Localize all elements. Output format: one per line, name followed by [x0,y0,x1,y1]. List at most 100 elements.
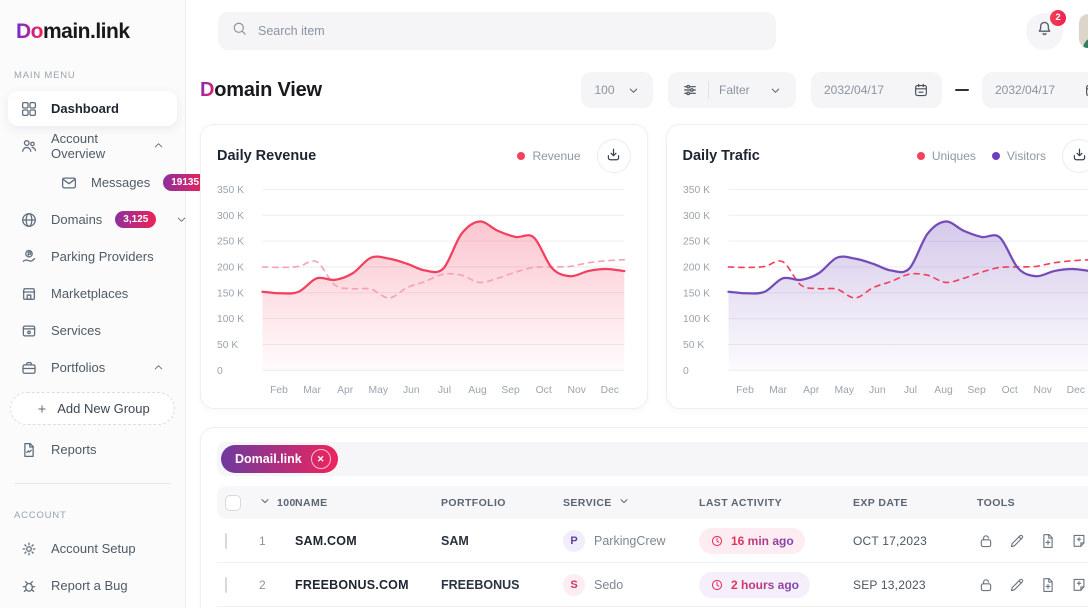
lock-icon[interactable] [977,576,995,594]
svg-text:Aug: Aug [934,385,953,396]
svg-text:Jun: Jun [869,385,886,396]
legend-label: Revenue [532,149,581,163]
avatar[interactable] [1079,14,1088,48]
exp-date: OCT 17,2023 [853,533,928,548]
sidebar-item-portfolios[interactable]: Portfolios [8,350,177,385]
sidebar-item-add-new-group[interactable]: Add New Group [10,392,175,425]
svg-text:350 K: 350 K [217,185,244,196]
filter-divider [708,81,709,99]
daily-revenue-chart: 350 K 300 K 250 K 200 K 150 K 100 K 50 K 0 Feb Ma… [217,177,631,400]
sidebar-item-label: Reports [51,442,97,457]
date-to-picker[interactable]: 2032/04/17 [982,72,1088,108]
last-activity-text: 2 hours ago [731,577,800,592]
column-header-last-activity: LAST ACTIVITY [699,496,782,509]
date-from-value: 2032/04/17 [824,83,885,97]
column-header-exp-date: EXP DATE [853,496,908,509]
sidebar-item-dashboard[interactable]: Dashboard [8,91,177,126]
chevron-down-icon [259,495,271,510]
page-size-select[interactable]: 100 [581,72,653,108]
svg-text:200 K: 200 K [683,263,710,274]
svg-text:May: May [834,385,854,396]
legend-label: Visitors [1006,149,1046,163]
chevron-down-icon [618,495,630,510]
sidebar-item-reports[interactable]: Reports [8,432,177,467]
copy-plus-icon[interactable] [1070,532,1088,550]
chart-plot: 350 K 300 K 250 K 200 K 150 K 100 K 50 K 0 Feb Ma… [217,185,626,396]
sidebar-item-label: Account Setup [51,541,136,556]
table-header: 100 NAME PORTFOLIO SERVICE LAST ACTIVITY EXP … [217,486,1088,520]
sidebar-item-label: Report a Bug [51,578,128,593]
search-input[interactable] [258,24,763,38]
sidebar-item-parking-providers[interactable]: Parking Providers [8,239,177,274]
svg-text:350 K: 350 K [683,185,710,196]
row-checkbox[interactable] [225,576,227,593]
svg-text:250 K: 250 K [683,237,710,248]
sidebar-item-services[interactable]: Services [8,313,177,348]
svg-text:50 K: 50 K [683,340,704,351]
date-from-picker[interactable]: 2032/04/17 [811,72,942,108]
exp-date: SEP 13,2023 [853,577,926,592]
legend-dot [991,152,1000,160]
legend-item: Visitors [991,149,1046,163]
download-button[interactable] [1062,139,1088,173]
svg-text:Jul: Jul [903,385,916,396]
sidebar-item-account-setup[interactable]: Account Setup [8,531,177,566]
page-title-accent: D [200,78,215,101]
pencil-icon[interactable] [1008,532,1026,550]
page-header: Domain View 100 Falter 2032/04/17 2032/0… [186,54,1088,108]
service-cell: S Sedo [563,573,699,596]
domain-name[interactable]: FREEBONUS.COM [295,577,409,592]
sidebar-item-account-overview[interactable]: Account Overview [8,128,177,163]
last-activity-text: 16 min ago [731,533,794,548]
lock-icon[interactable] [977,532,995,550]
copy-plus-icon[interactable] [1070,576,1088,594]
table-body: 1 SAM.COM SAM P ParkingCrew 16 min ago OCT 17,… [217,519,1088,608]
last-activity-pill: 2 hours ago [699,571,811,598]
remove-filter-icon[interactable]: ✕ [310,449,331,470]
portfolio-name: FREEBONUS [441,577,520,592]
domains-table-card: Domail.link ✕ 100 NAME PORTFOLIO SERVICE LAS… [200,427,1088,608]
legend-item: Uniques [916,149,976,163]
notifications-button[interactable]: 2 [1026,9,1066,50]
sidebar-item-label: Services [51,323,101,338]
svg-text:Mar: Mar [303,385,321,396]
chart-title: Daily Revenue [217,148,317,164]
column-header-service[interactable]: SERVICE [563,495,699,510]
download-button[interactable] [596,139,631,173]
sidebar-item-report-a-bug[interactable]: Report a Bug [8,568,177,603]
store-icon [20,285,38,303]
svg-text:100 K: 100 K [683,314,710,325]
pencil-icon[interactable] [1008,576,1026,594]
charts-row: Daily Revenue Revenue 350 K 300 K 250 K 200… [186,108,1088,410]
svg-text:Feb: Feb [736,385,754,396]
domain-name[interactable]: SAM.COM [295,533,357,548]
clock-icon [710,578,724,592]
gear-icon [20,540,38,558]
column-header-100[interactable]: 100 [259,495,295,510]
chevron-up-icon [152,361,165,374]
page-title: Domain View [200,79,322,102]
sidebar-item-label: Dashboard [51,101,119,116]
calendar-icon [913,82,929,98]
file-plus-icon[interactable] [1039,532,1057,550]
file-plus-icon[interactable] [1039,576,1057,594]
chevron-up-icon [152,139,165,152]
main-menu: Dashboard Account Overview Messages 19135 Do… [0,91,208,467]
sidebar-item-marketplaces[interactable]: Marketplaces [8,276,177,311]
envelope-icon [60,174,78,192]
sidebar-item-domains[interactable]: Domains 3,125 [8,202,186,237]
sidebar-item-messages[interactable]: Messages 19135 [48,165,208,200]
dashboard-icon [20,100,38,118]
row-checkbox[interactable] [225,532,227,549]
topbar: 2 [186,0,1088,54]
select-all-checkbox[interactable] [225,494,241,511]
search-icon [231,20,248,42]
svg-text:50 K: 50 K [217,340,238,351]
avatar-image [1079,14,1088,48]
date-to-value: 2032/04/17 [995,83,1056,97]
search-box[interactable] [218,12,776,50]
filter-chip-domail-link[interactable]: Domail.link ✕ [221,445,338,474]
filter-dropdown[interactable]: Falter [668,72,796,108]
svg-text:Apr: Apr [337,385,354,396]
chart-legend: Revenue [517,149,581,163]
